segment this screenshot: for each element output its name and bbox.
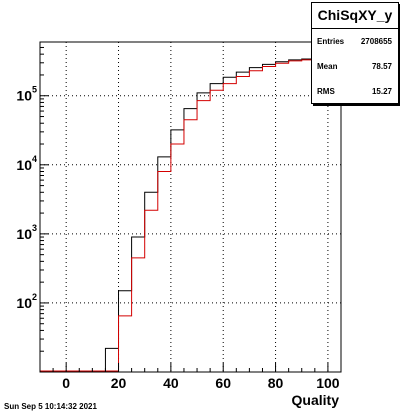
- y-tick-exponent: 2: [32, 292, 37, 302]
- y-tick-exponent: 3: [32, 223, 37, 233]
- histogram-series: [40, 58, 341, 372]
- y-tick-label: 10: [16, 88, 32, 104]
- x-tick-label: 100: [316, 375, 340, 391]
- y-tick-exponent: 5: [32, 85, 37, 95]
- stats-label: RMS: [317, 87, 335, 96]
- histogram-series-2: [40, 59, 341, 372]
- grid-lines: [40, 42, 341, 372]
- x-axis-label: Quality: [291, 392, 339, 408]
- stats-title: ChiSqXY_y: [312, 3, 398, 29]
- stats-row-rms: RMS 15.27: [312, 79, 398, 104]
- stats-row-entries: Entries 2708655: [312, 29, 398, 54]
- stats-value: 15.27: [371, 87, 392, 96]
- y-tick-label: 10: [16, 295, 32, 311]
- histogram-series-1: [40, 58, 341, 372]
- stats-label: Entries: [317, 37, 345, 46]
- plot-frame: [39, 41, 342, 373]
- stats-label: Mean: [317, 62, 338, 71]
- x-tick-label: 20: [111, 375, 127, 391]
- x-tick-label: 60: [215, 375, 231, 391]
- x-tick-label: 80: [268, 375, 284, 391]
- datestamp: Sun Sep 5 10:14:32 2021: [4, 402, 97, 411]
- stats-value: 78.57: [371, 62, 392, 71]
- stats-value: 2708655: [360, 37, 392, 46]
- y-tick-label: 10: [16, 226, 32, 242]
- y-tick-label: 10: [16, 157, 32, 173]
- stats-box: ChiSqXY_y Entries 2708655 Mean 78.57 RMS…: [311, 2, 399, 104]
- x-tick-label: 40: [163, 375, 179, 391]
- stats-row-mean: Mean 78.57: [312, 54, 398, 79]
- x-tick-label: 0: [62, 375, 70, 391]
- y-tick-exponent: 4: [32, 154, 37, 164]
